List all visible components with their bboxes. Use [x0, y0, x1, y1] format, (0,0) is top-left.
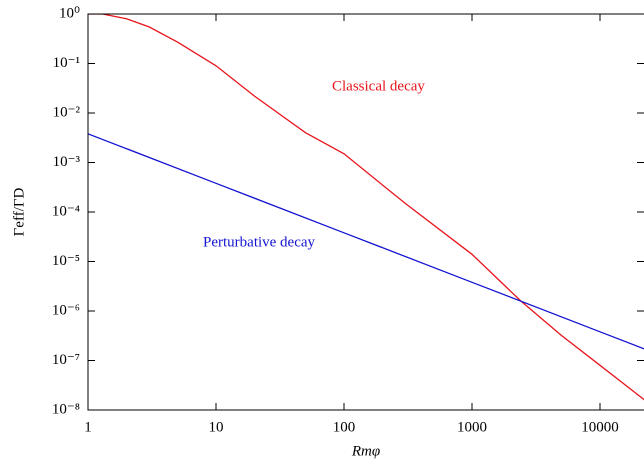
y-tick-label: 10⁻¹: [53, 55, 80, 71]
plot-lines: [88, 14, 644, 401]
y-tick-label: 10⁻⁴: [52, 203, 80, 219]
y-tick-label: 10⁻²: [53, 104, 81, 120]
y-tick-label: 10⁻⁶: [52, 302, 80, 318]
annotation: Perturbative decay: [203, 234, 316, 250]
y-tick-label: 10⁻³: [53, 154, 81, 170]
x-tick-label: 100: [333, 419, 356, 435]
y-tick-label: 10⁻⁸: [52, 401, 80, 417]
y-tick-label: 10⁻⁵: [52, 253, 80, 269]
x-tick-label: 1000: [457, 419, 487, 435]
line-series: [88, 14, 644, 401]
y-tick-label: 10⁰: [59, 5, 80, 21]
y-tick-label: 10⁻⁷: [52, 352, 80, 368]
x-tick-label: 1: [84, 419, 92, 435]
plot-frame: [87, 13, 644, 411]
x-tick-label: 10: [209, 419, 224, 435]
x-tick-label: 10000: [581, 419, 619, 435]
annotation: Classical decay: [332, 78, 425, 94]
line-series: [88, 133, 644, 350]
x-axis-label: Rmφ: [351, 443, 380, 459]
y-axis-label: Γeff/ΓD: [11, 187, 27, 236]
